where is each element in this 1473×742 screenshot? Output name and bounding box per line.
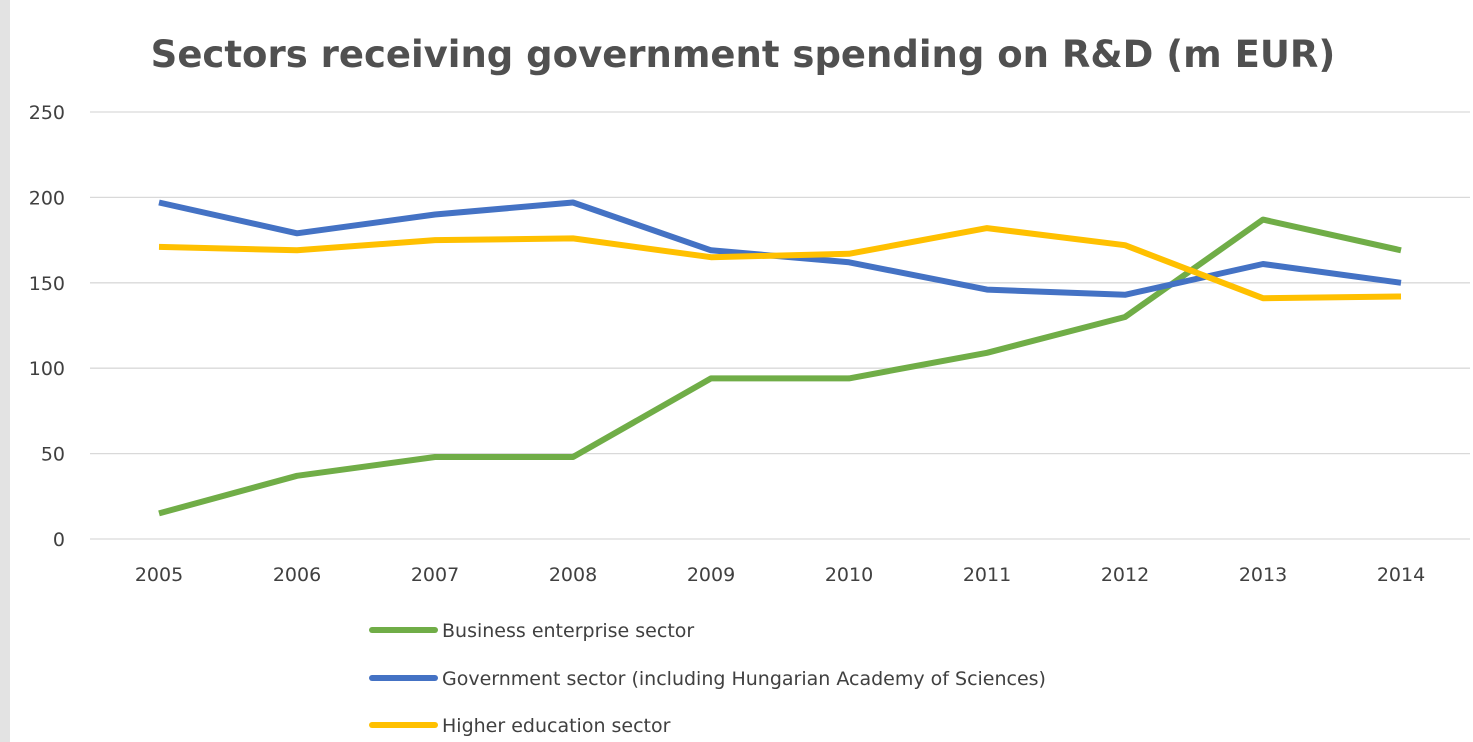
legend-label-0: Business enterprise sector	[442, 620, 694, 642]
legend: Business enterprise sector Government sec…	[369, 620, 1046, 737]
y-tick-label: 200	[29, 187, 65, 209]
chart-panel: Sectors receiving government spending on…	[10, 0, 1473, 742]
x-axis-ticks: 2005 2006 2007 2008 2009 2010 2011 2012 2013 2014	[135, 564, 1425, 586]
x-tick-label: 2012	[1101, 564, 1149, 586]
gridlines	[90, 111, 1470, 540]
y-tick-label: 0	[53, 529, 65, 551]
chart-title: Sectors receiving government spending on…	[151, 33, 1336, 76]
y-tick-label: 100	[29, 358, 65, 380]
x-tick-label: 2007	[411, 564, 459, 586]
legend-label-1: Government sector (including Hungarian A…	[442, 668, 1046, 690]
series-line-0	[158, 216, 1402, 517]
series-lines	[158, 199, 1402, 517]
y-tick-label: 250	[29, 102, 65, 124]
series-line-2	[158, 225, 1402, 302]
y-tick-label: 150	[29, 273, 65, 295]
x-tick-label: 2014	[1377, 564, 1425, 586]
x-tick-label: 2010	[825, 564, 873, 586]
x-tick-label: 2006	[273, 564, 321, 586]
x-tick-label: 2008	[549, 564, 597, 586]
x-tick-label: 2011	[963, 564, 1011, 586]
x-tick-label: 2009	[687, 564, 735, 586]
legend-label-2: Higher education sector	[442, 715, 671, 737]
y-tick-label: 50	[41, 444, 65, 466]
x-tick-label: 2005	[135, 564, 183, 586]
x-tick-label: 2013	[1239, 564, 1287, 586]
y-axis-ticks: 0 50 100 150 200 250	[29, 102, 65, 551]
line-chart: Sectors receiving government spending on…	[29, 33, 1470, 737]
